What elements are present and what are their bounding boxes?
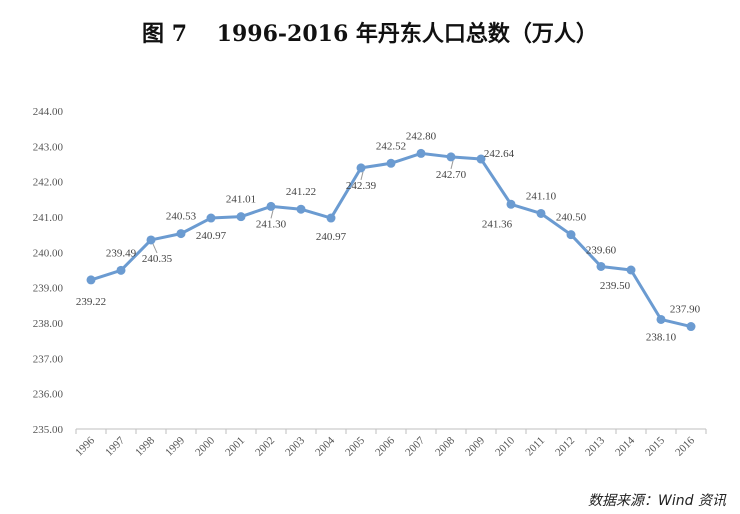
x-tick-label: 2004 [313, 434, 337, 458]
data-point [266, 201, 276, 211]
data-point [146, 235, 156, 245]
x-tick-label: 2001 [223, 435, 247, 459]
data-point [686, 322, 696, 332]
x-tick-label: 2009 [463, 434, 487, 458]
x-tick-label: 1996 [73, 434, 97, 458]
data-label: 242.39 [346, 180, 377, 192]
data-point [536, 208, 546, 218]
data-point [326, 213, 336, 223]
data-label: 238.10 [646, 331, 677, 343]
y-tick-label: 235.00 [33, 424, 64, 436]
data-point [476, 154, 486, 164]
x-tick-label: 2012 [553, 435, 577, 459]
data-label: 239.50 [600, 280, 631, 292]
x-tick-label: 2002 [253, 435, 277, 459]
data-label: 239.49 [106, 247, 137, 259]
data-label: 242.64 [484, 148, 515, 160]
data-label: 242.52 [376, 140, 406, 152]
x-tick-label: 1999 [163, 434, 187, 458]
y-tick-label: 242.00 [33, 177, 64, 189]
data-label: 240.97 [196, 230, 227, 242]
data-label: 242.80 [406, 130, 437, 142]
x-tick-label: 1998 [133, 434, 157, 458]
data-label: 241.30 [256, 218, 287, 230]
data-label: 240.53 [166, 211, 197, 223]
x-tick-label: 2010 [493, 434, 517, 458]
data-label: 240.50 [556, 212, 587, 224]
data-point [206, 213, 216, 223]
x-tick-label: 2014 [613, 434, 637, 458]
x-tick-label: 2016 [673, 434, 697, 458]
data-point [416, 148, 426, 158]
data-label: 241.36 [482, 218, 513, 230]
label-leader-line [152, 243, 158, 254]
y-tick-label: 239.00 [33, 283, 64, 295]
data-label: 237.90 [670, 304, 701, 316]
x-tick-label: 2011 [523, 435, 547, 459]
data-point [386, 158, 396, 168]
data-label: 240.35 [142, 253, 173, 265]
label-leader-line [450, 160, 454, 170]
x-tick-label: 2000 [193, 434, 217, 458]
data-label: 241.10 [526, 190, 557, 202]
data-point [236, 212, 246, 222]
y-tick-label: 243.00 [33, 141, 64, 153]
data-point [356, 163, 366, 173]
data-label: 239.22 [76, 296, 106, 308]
data-label: 239.60 [586, 244, 617, 256]
x-tick-label: 2006 [373, 434, 397, 458]
data-label: 242.70 [436, 169, 467, 181]
data-point [596, 261, 606, 271]
data-point [566, 230, 576, 240]
y-tick-label: 237.00 [33, 353, 64, 365]
series-line [90, 151, 692, 328]
data-point [656, 314, 666, 324]
x-tick-label: 2003 [283, 434, 307, 458]
data-label: 241.22 [286, 186, 316, 198]
label-leader-line [360, 171, 364, 181]
y-tick-label: 241.00 [33, 212, 64, 224]
data-point [176, 229, 186, 239]
y-tick-label: 236.00 [33, 389, 64, 401]
y-axis: 235.00 236.00 237.00 238.00 239.00 240.00 241.… [33, 106, 64, 436]
x-tick-label: 2008 [433, 434, 457, 458]
y-tick-label: 244.00 [33, 106, 64, 118]
x-tick-label: 2013 [583, 434, 607, 458]
x-tick-label: 2015 [643, 434, 667, 458]
source-note: 数据来源：Wind 资讯 [588, 493, 726, 509]
y-tick-label: 238.00 [33, 318, 64, 330]
x-tick-label: 2007 [403, 434, 427, 458]
data-point [86, 275, 96, 285]
data-point [446, 152, 456, 162]
chart-title: 图 7 1996-2016 年丹东人口总数（万人） [142, 21, 598, 47]
data-label: 240.97 [316, 231, 347, 243]
data-point [626, 265, 636, 275]
x-tick-label: 1997 [103, 434, 127, 458]
data-point [296, 204, 306, 214]
data-point [506, 199, 516, 209]
y-tick-label: 240.00 [33, 247, 64, 259]
x-tick-label: 2005 [343, 434, 367, 458]
data-label: 241.01 [226, 194, 256, 206]
x-axis: 1996 1997 1998 1999 2000 2001 2002 2003 2004 2005… [73, 428, 707, 459]
series-layer [86, 148, 696, 332]
data-point [116, 265, 126, 275]
label-leader-line [270, 210, 274, 219]
